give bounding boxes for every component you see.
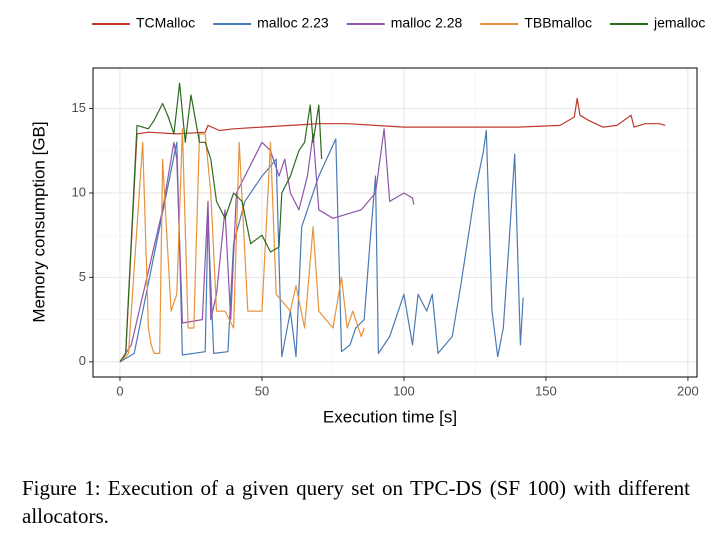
- plot-border: [92, 67, 698, 378]
- legend-label: malloc 2.23: [257, 15, 329, 31]
- series-line: [119, 128, 365, 363]
- legend-label: jemalloc: [653, 15, 705, 31]
- x-tick-label: 200: [677, 383, 699, 398]
- series-line: [119, 129, 524, 363]
- x-tick-label: 150: [535, 383, 557, 398]
- series-line: [119, 97, 666, 363]
- y-axis-label: Memory consumption [GB]: [29, 121, 48, 322]
- legend: TCMalloc malloc 2.23 malloc 2.28 TBBmalloc j…: [92, 15, 705, 31]
- legend-label: malloc 2.28: [391, 15, 463, 31]
- y-tick-label: 10: [72, 184, 86, 199]
- figure-caption: Figure 1: Execution of a given query set…: [22, 476, 690, 528]
- y-tick-label: 5: [79, 269, 86, 284]
- chart: TCMalloc malloc 2.23 malloc 2.28 TBBmalloc j…: [29, 15, 705, 427]
- legend-label: TCMalloc: [136, 15, 195, 31]
- grid: [93, 68, 697, 377]
- legend-label: TBBmalloc: [524, 15, 592, 31]
- x-tick-label: 100: [393, 383, 415, 398]
- y-tick-label: 0: [79, 353, 86, 368]
- y-tick-label: 15: [72, 100, 86, 115]
- x-tick-label: 0: [116, 383, 123, 398]
- x-tick-label: 50: [255, 383, 269, 398]
- x-axis-label: Execution time [s]: [323, 407, 457, 426]
- series-line: [119, 82, 323, 363]
